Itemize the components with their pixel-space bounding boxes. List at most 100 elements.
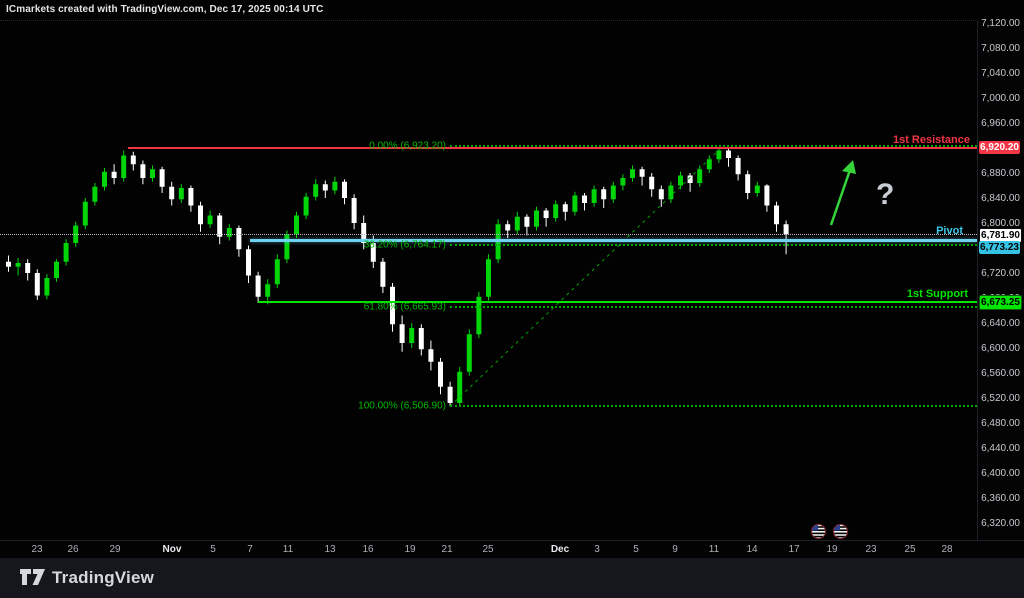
candle bbox=[582, 195, 587, 203]
candle bbox=[543, 210, 549, 218]
price-tick: 7,040.00 bbox=[981, 68, 1020, 79]
candle bbox=[438, 361, 443, 387]
fib-618-label: 61.80% (6,665.93) bbox=[363, 301, 446, 313]
candle bbox=[409, 328, 415, 343]
fib-100-line[interactable] bbox=[450, 405, 977, 407]
candle bbox=[745, 174, 751, 193]
resistance-price-label: 6,920.20 bbox=[979, 141, 1020, 155]
time-tick: 5 bbox=[210, 544, 216, 555]
chart-title: ICmarkets created with TradingView.com, … bbox=[6, 4, 324, 15]
fib-382-label: 38.20% (6,764.17) bbox=[363, 239, 446, 251]
candle bbox=[716, 150, 722, 160]
candle bbox=[284, 234, 290, 260]
chart-canvas[interactable]: 0.00% (6,923.20) 38.20% (6,764.17) 61.80… bbox=[0, 0, 977, 540]
candlestick-series bbox=[6, 147, 789, 407]
candle bbox=[217, 215, 223, 237]
price-tick: 6,800.00 bbox=[981, 218, 1020, 229]
pivot-line[interactable] bbox=[250, 239, 977, 242]
resistance-text-label: 1st Resistance bbox=[892, 133, 970, 146]
candle bbox=[783, 224, 789, 235]
price-tick: 7,080.00 bbox=[981, 43, 1020, 54]
candle bbox=[370, 243, 376, 262]
candle bbox=[447, 386, 453, 403]
price-tick: 6,560.00 bbox=[981, 368, 1020, 379]
tradingview-wordmark[interactable]: TradingView bbox=[52, 568, 155, 587]
tradingview-logo-icon[interactable] bbox=[20, 569, 46, 589]
candle bbox=[764, 185, 770, 206]
price-tick: 7,000.00 bbox=[981, 93, 1020, 104]
candle bbox=[25, 263, 31, 273]
candle bbox=[111, 171, 117, 178]
time-tick: 26 bbox=[67, 544, 79, 555]
candle bbox=[303, 196, 309, 216]
candle bbox=[457, 371, 463, 403]
time-axis[interactable]: 23 26 29 Nov 5 7 11 13 16 19 21 25 Dec 3 5 9 11 14 17 19 23 2… bbox=[0, 540, 1024, 559]
candle bbox=[380, 261, 386, 287]
candle bbox=[476, 296, 482, 335]
candle bbox=[246, 249, 251, 276]
price-tick: 6,600.00 bbox=[981, 343, 1020, 354]
candle bbox=[34, 273, 40, 296]
candle bbox=[140, 164, 146, 178]
time-tick: 5 bbox=[633, 544, 639, 555]
candle bbox=[169, 186, 175, 200]
candle bbox=[150, 169, 155, 178]
candle bbox=[553, 204, 559, 218]
resistance-line[interactable] bbox=[128, 147, 977, 149]
fib-382-line[interactable] bbox=[450, 244, 977, 246]
time-tick: 28 bbox=[941, 544, 953, 555]
fib-0-line[interactable] bbox=[450, 145, 977, 147]
candle bbox=[226, 228, 232, 237]
price-tick: 6,960.00 bbox=[981, 118, 1020, 129]
candle bbox=[342, 181, 347, 198]
candle bbox=[236, 228, 242, 250]
candle bbox=[466, 334, 472, 372]
candle bbox=[121, 155, 127, 178]
pivot-text-label: Pivot bbox=[936, 224, 963, 237]
candle bbox=[44, 278, 50, 296]
candle bbox=[639, 169, 645, 177]
candle bbox=[390, 286, 395, 325]
candle bbox=[274, 259, 280, 285]
fib-100-label: 100.00% (6,506.90) bbox=[358, 400, 446, 412]
candle bbox=[322, 184, 328, 191]
candle bbox=[678, 175, 683, 186]
time-tick: 14 bbox=[746, 544, 758, 555]
candle bbox=[6, 261, 11, 267]
candle bbox=[697, 169, 703, 183]
time-tick: 13 bbox=[324, 544, 336, 555]
candle bbox=[130, 155, 136, 165]
candle bbox=[572, 195, 578, 212]
candle bbox=[514, 216, 520, 231]
time-tick: 25 bbox=[904, 544, 916, 555]
support-line[interactable] bbox=[258, 301, 977, 303]
candle bbox=[486, 259, 491, 297]
candle bbox=[649, 176, 655, 190]
footer-bar: TradingView bbox=[0, 558, 1024, 598]
fib-618-line[interactable] bbox=[450, 306, 977, 308]
time-tick: 29 bbox=[109, 544, 121, 555]
time-tick: 9 bbox=[672, 544, 678, 555]
candle bbox=[178, 188, 184, 200]
candle bbox=[658, 189, 664, 200]
candle bbox=[102, 171, 107, 187]
candle bbox=[207, 215, 213, 225]
time-tick: 19 bbox=[404, 544, 416, 555]
time-tick: 17 bbox=[788, 544, 800, 555]
last-price-line bbox=[0, 234, 977, 235]
candle bbox=[198, 205, 203, 225]
fib-trend-line bbox=[449, 149, 720, 407]
price-tick: 7,120.00 bbox=[981, 18, 1020, 29]
candle bbox=[15, 263, 21, 267]
candle bbox=[265, 284, 271, 297]
candle bbox=[505, 224, 511, 231]
candle bbox=[399, 324, 405, 343]
time-tick: 23 bbox=[31, 544, 43, 555]
price-tick: 6,520.00 bbox=[981, 393, 1020, 404]
us-flag-event-icon[interactable] bbox=[810, 523, 827, 540]
us-flag-event-icon[interactable] bbox=[832, 523, 849, 540]
candle bbox=[735, 158, 741, 175]
price-axis[interactable]: 7,120.00 7,080.00 7,040.00 7,000.00 6,960.00… bbox=[977, 18, 1024, 540]
candle bbox=[524, 216, 530, 227]
